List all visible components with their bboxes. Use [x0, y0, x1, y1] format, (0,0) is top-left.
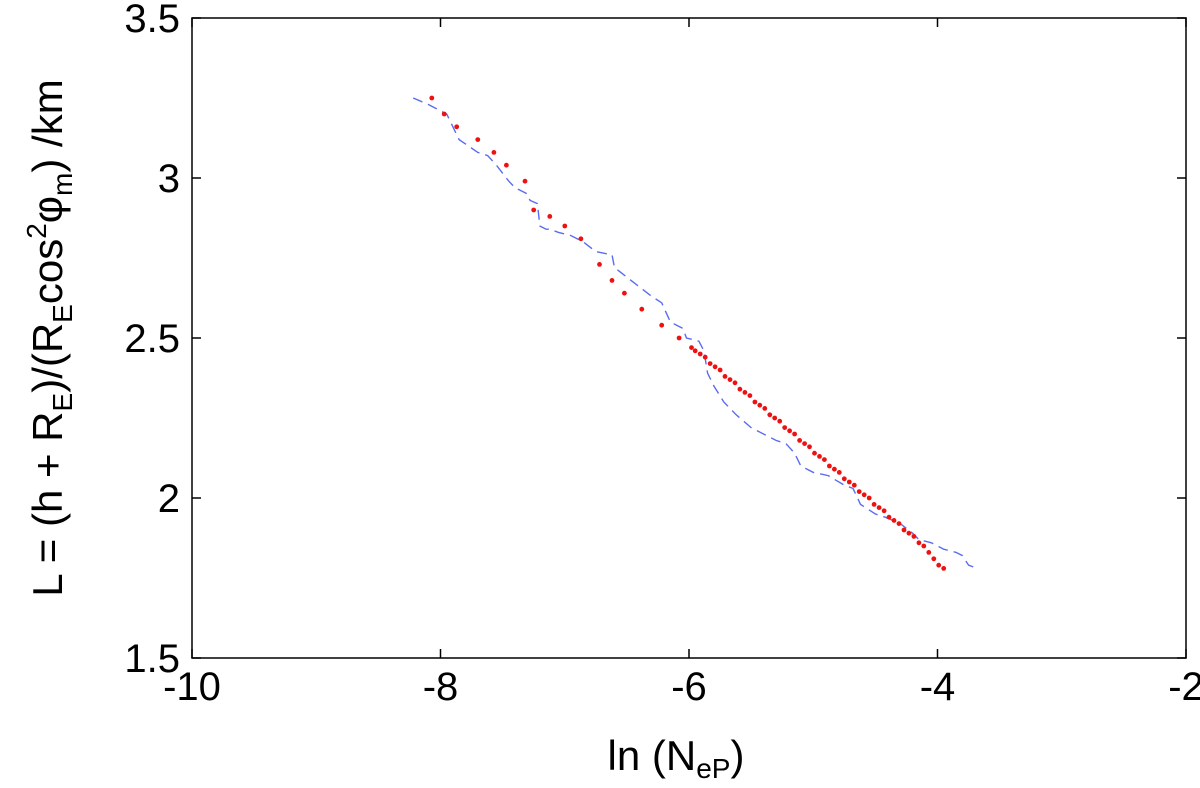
- y-tick-label: 2.5: [124, 317, 180, 361]
- data-point: [692, 348, 698, 354]
- data-point: [609, 278, 615, 283]
- x-tick-label: -4: [920, 665, 956, 709]
- data-point: [429, 95, 435, 101]
- data-point: [777, 418, 783, 424]
- y-tick-label: 3.5: [124, 0, 180, 41]
- data-point: [622, 290, 627, 296]
- data-point: [797, 438, 802, 443]
- data-point: [727, 377, 733, 382]
- data-point: [876, 505, 882, 510]
- data-point: [504, 162, 509, 168]
- data-point: [767, 412, 773, 418]
- data-point: [916, 540, 922, 546]
- data-point: [782, 425, 788, 430]
- data-point: [841, 476, 847, 482]
- data-point: [712, 364, 718, 370]
- data-point: [475, 137, 481, 143]
- data-point: [896, 521, 902, 526]
- x-axis-label: ln (NeP): [608, 732, 745, 784]
- data-point: [697, 351, 703, 357]
- y-tick-label: 1.5: [124, 637, 180, 681]
- data-point: [707, 361, 713, 366]
- data-point: [639, 306, 645, 312]
- data-point: [522, 178, 528, 184]
- data-point: [931, 556, 937, 562]
- x-tick-labels: -10 -8 -6 -4 -2: [163, 665, 1200, 709]
- x-tick-label: -6: [671, 665, 707, 709]
- data-point: [757, 402, 763, 408]
- data-point: [659, 322, 665, 328]
- data-point: [851, 482, 857, 488]
- data-point: [717, 367, 723, 373]
- data-point: [891, 518, 897, 523]
- y-tick-labels: 1.5 2 2.5 3 3.5: [124, 0, 180, 681]
- data-point: [822, 457, 827, 462]
- data-point: [871, 502, 877, 507]
- data-point: [901, 527, 907, 533]
- data-point: [817, 454, 822, 459]
- data-point: [787, 428, 792, 434]
- data-point: [562, 223, 568, 229]
- data-point: [846, 479, 852, 485]
- data-point: [454, 124, 460, 130]
- data-point: [747, 393, 753, 398]
- data-point: [722, 374, 728, 379]
- y-tick-label: 2: [158, 477, 180, 521]
- data-point: [792, 431, 797, 437]
- data-point: [441, 111, 447, 117]
- data-point: [737, 386, 743, 392]
- data-point: [861, 492, 867, 498]
- data-point: [881, 508, 887, 514]
- data-point: [926, 550, 932, 555]
- data-point: [936, 562, 942, 568]
- data-point: [807, 444, 812, 450]
- data-point: [531, 207, 537, 213]
- y-axis-label: L = (h + RE)/(REcos2φm) /km: [21, 79, 78, 596]
- data-point: [578, 236, 584, 242]
- data-point: [702, 354, 708, 360]
- data-point: [941, 566, 947, 571]
- data-point: [827, 463, 832, 469]
- data-point: [856, 489, 862, 494]
- series-dotted-points: [429, 95, 947, 571]
- data-point: [906, 530, 912, 536]
- data-point: [886, 514, 892, 520]
- data-point: [491, 150, 497, 155]
- data-point: [866, 495, 872, 501]
- data-point: [921, 543, 927, 549]
- data-point: [547, 214, 553, 219]
- data-point: [732, 380, 738, 386]
- x-tick-label: -8: [423, 665, 459, 709]
- series-layer: [412, 95, 978, 571]
- data-point: [742, 390, 748, 395]
- data-point: [802, 441, 807, 446]
- data-point: [812, 450, 817, 456]
- x-tick-label: -2: [1168, 665, 1200, 709]
- data-point: [836, 470, 842, 475]
- tick-marks: [191, 17, 1187, 659]
- data-point: [689, 345, 694, 350]
- data-point: [911, 534, 917, 539]
- series-dashed-line: [412, 97, 978, 570]
- data-point: [772, 415, 778, 421]
- data-point: [832, 466, 837, 472]
- data-point: [762, 406, 768, 411]
- y-tick-label: 3: [158, 157, 180, 201]
- data-point: [752, 399, 758, 405]
- data-point: [597, 262, 602, 267]
- data-point: [676, 335, 682, 341]
- x-tick-label: -10: [163, 665, 221, 709]
